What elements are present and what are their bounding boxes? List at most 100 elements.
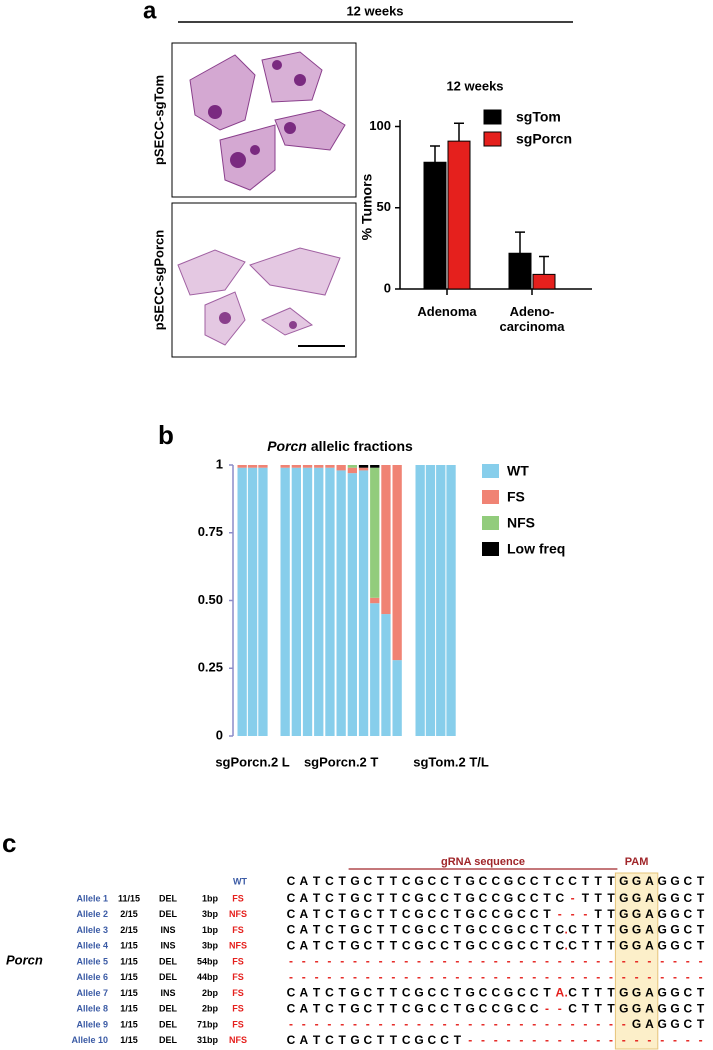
sequence-segment: --------------------------------- xyxy=(289,954,703,968)
sequence-segment: A. xyxy=(555,986,567,1000)
sequence-segment: --------------------------------- xyxy=(289,970,703,984)
stacked-bar-segment xyxy=(280,467,290,736)
allele-size: 1bp xyxy=(202,925,219,935)
y-tick-label: 0 xyxy=(216,727,223,742)
allele-type: INS xyxy=(160,941,175,951)
legend-label: WT xyxy=(507,463,529,479)
allele-effect: NFS xyxy=(229,941,247,951)
stacked-bar-segment xyxy=(325,467,335,736)
legend-swatch xyxy=(483,109,502,125)
sequence-segment: TTGGAGGCT xyxy=(595,907,705,921)
allele-fraction: 1/15 xyxy=(120,972,138,982)
stacked-bar-segment xyxy=(358,470,369,736)
stacked-bar-segment xyxy=(314,465,324,468)
grna-label: gRNA sequence xyxy=(441,856,525,868)
allele-fraction: 2/15 xyxy=(120,925,138,935)
sequence-segment: CATCTGCTTCGCCTGCCGCCT xyxy=(287,907,552,921)
allele-type: DEL xyxy=(159,956,178,966)
y-tick-label: 100 xyxy=(369,118,391,133)
image-label: pSECC-sgPorcn xyxy=(151,230,166,330)
allele-name: Allele 3 xyxy=(76,925,108,935)
x-tick-label: Adenoma xyxy=(417,304,477,319)
allele-size: 44bp xyxy=(197,972,219,982)
legend-swatch xyxy=(482,516,499,530)
allele-type: DEL xyxy=(159,1019,178,1029)
stacked-bar-segment xyxy=(291,467,301,736)
y-tick-label: 0.25 xyxy=(198,660,223,675)
allele-fraction: 1/15 xyxy=(120,1004,138,1014)
y-tick-label: 50 xyxy=(377,199,391,214)
allele-name: Allele 10 xyxy=(71,1035,108,1045)
chart-title-text: allelic fractions xyxy=(311,438,413,454)
allele-size: 2bp xyxy=(202,1004,219,1014)
sequence-segment: CTTTGGAGGCT xyxy=(568,923,705,937)
image-label: pSECC-sgTom xyxy=(151,75,166,165)
gene-label: Porcn xyxy=(6,952,43,967)
allele-effect: FS xyxy=(232,972,244,982)
wt-label: WT xyxy=(233,876,247,886)
allele-fraction: 1/15 xyxy=(120,988,138,998)
allele-type: DEL xyxy=(159,972,178,982)
sequence-segment: . xyxy=(565,923,568,937)
allele-type: DEL xyxy=(159,1004,178,1014)
sequence-segment: --------------------------- xyxy=(289,1017,626,1031)
stacked-bar-segment xyxy=(280,465,290,468)
stacked-bar-segment xyxy=(370,603,380,736)
chart-title-italic: Porcn xyxy=(267,438,307,454)
stacked-bar-segment xyxy=(325,465,335,468)
allele-effect: NFS xyxy=(229,1035,247,1045)
allele-name: Allele 6 xyxy=(76,972,108,982)
stacked-bar-segment xyxy=(370,465,380,468)
header: 12 weeks xyxy=(346,3,403,18)
allele-type: DEL xyxy=(159,909,178,919)
stacked-bar-segment xyxy=(358,467,369,471)
x-tick-label-line: Adenoma xyxy=(417,304,477,319)
panel-label: b xyxy=(158,420,174,450)
chart-title: Porcn allelic fractions xyxy=(267,438,413,454)
legend-label: sgTom xyxy=(516,109,561,125)
y-tick-label: 1 xyxy=(216,456,223,471)
stacked-bar-segment xyxy=(347,467,357,474)
legend-swatch xyxy=(482,490,499,504)
histology-image xyxy=(171,42,357,198)
sequence-segment: CATCTGCTTCGCCTGCCGCCTC xyxy=(287,923,565,937)
stacked-bar-segment xyxy=(446,465,456,736)
histology-image xyxy=(171,202,357,358)
stacked-bar-segment xyxy=(347,465,357,468)
sequence-segment: CATCTGCTTCGCCTGCCGCCTC xyxy=(287,891,565,905)
stacked-bar-segment xyxy=(392,465,402,661)
sequence-segment: CTTTGGAGGCT xyxy=(568,986,705,1000)
stacked-bar-segment xyxy=(370,597,380,604)
y-tick-label: 0.75 xyxy=(198,524,223,539)
sequence-segment: ------------------- xyxy=(468,1033,702,1047)
allele-size: 71bp xyxy=(197,1019,219,1029)
sequence-segment: . xyxy=(565,938,568,952)
legend-swatch xyxy=(482,542,499,556)
stacked-bar-segment xyxy=(302,467,313,736)
stacked-bar-segment xyxy=(258,465,268,468)
legend-label: sgPorcn xyxy=(516,131,572,147)
allele-effect: FS xyxy=(232,925,244,935)
stacked-bar-segment xyxy=(336,465,346,471)
stacked-bar-segment xyxy=(247,465,258,468)
allele-size: 3bp xyxy=(202,941,219,951)
legend-label: NFS xyxy=(507,515,535,531)
allele-fraction: 1/15 xyxy=(120,941,138,951)
stacked-bar-segment xyxy=(425,465,436,736)
allele-effect: FS xyxy=(232,1004,244,1014)
allele-fraction: 1/15 xyxy=(120,956,138,966)
stacked-bar-segment xyxy=(291,465,301,468)
x-tick-label-line: carcinoma xyxy=(499,319,565,334)
sequence-segment: CATCTGCTTCGCCT xyxy=(287,1033,462,1047)
legend-label: FS xyxy=(507,489,525,505)
bar xyxy=(447,140,471,290)
allele-size: 54bp xyxy=(197,956,219,966)
allele-name: Allele 5 xyxy=(76,956,108,966)
x-tick-label: Adeno-carcinoma xyxy=(499,304,565,334)
y-tick-label: 0 xyxy=(384,280,391,295)
stacked-bar-segment xyxy=(314,467,324,736)
y-tick-label: 0.50 xyxy=(198,592,223,607)
x-tick-label: sgTom.2 T/L xyxy=(413,754,489,769)
